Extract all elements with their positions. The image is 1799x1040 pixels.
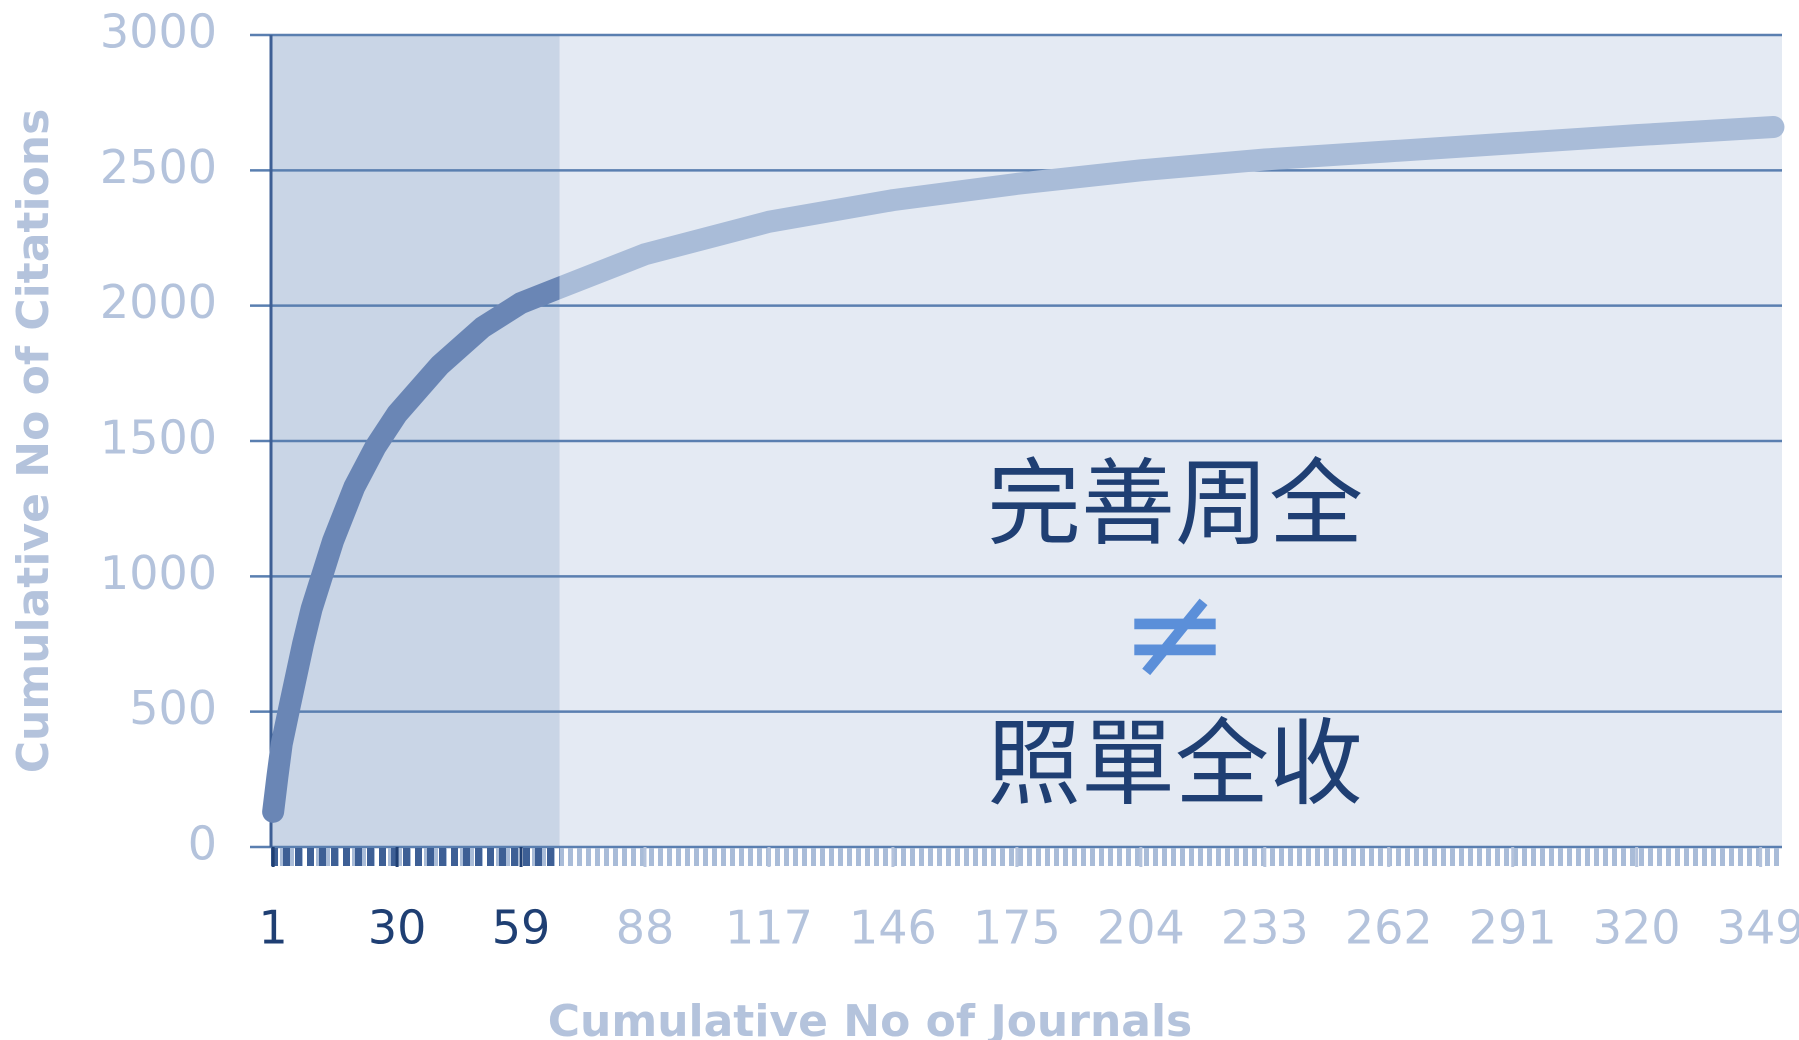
x-tick-label: 88 — [616, 901, 675, 955]
x-tick-label: 349 — [1717, 901, 1799, 955]
y-tick-label: 3000 — [100, 5, 217, 59]
x-tick-label: 291 — [1469, 901, 1557, 955]
x-tick-label: 146 — [849, 901, 937, 955]
y-axis-title: Cumulative No of Citations — [8, 109, 59, 774]
y-tick-label: 2500 — [100, 140, 217, 194]
x-tick-label: 30 — [368, 901, 427, 955]
y-tick-label: 1000 — [100, 546, 217, 600]
x-tick-label: 117 — [725, 901, 813, 955]
annotation: 照單全收 — [987, 710, 1363, 819]
x-tick-label: 204 — [1097, 901, 1185, 955]
x-tick-label: 59 — [492, 901, 551, 955]
x-tick-label: 233 — [1221, 901, 1309, 955]
y-tick-label: 1500 — [100, 411, 217, 465]
y-tick-label: 2000 — [100, 275, 217, 329]
y-tick-label: 0 — [188, 817, 217, 871]
x-tick-label: 262 — [1345, 901, 1433, 955]
x-tick-label: 320 — [1593, 901, 1681, 955]
x-tick-label: 1 — [258, 901, 287, 955]
y-tick-label: 500 — [129, 681, 217, 735]
annotation: 完善周全 — [987, 450, 1363, 559]
data-line — [262, 116, 1785, 823]
annotation: ≠ — [1121, 557, 1230, 709]
x-axis-title: Cumulative No of Journals — [548, 996, 1193, 1040]
x-tick-label: 175 — [973, 901, 1061, 955]
